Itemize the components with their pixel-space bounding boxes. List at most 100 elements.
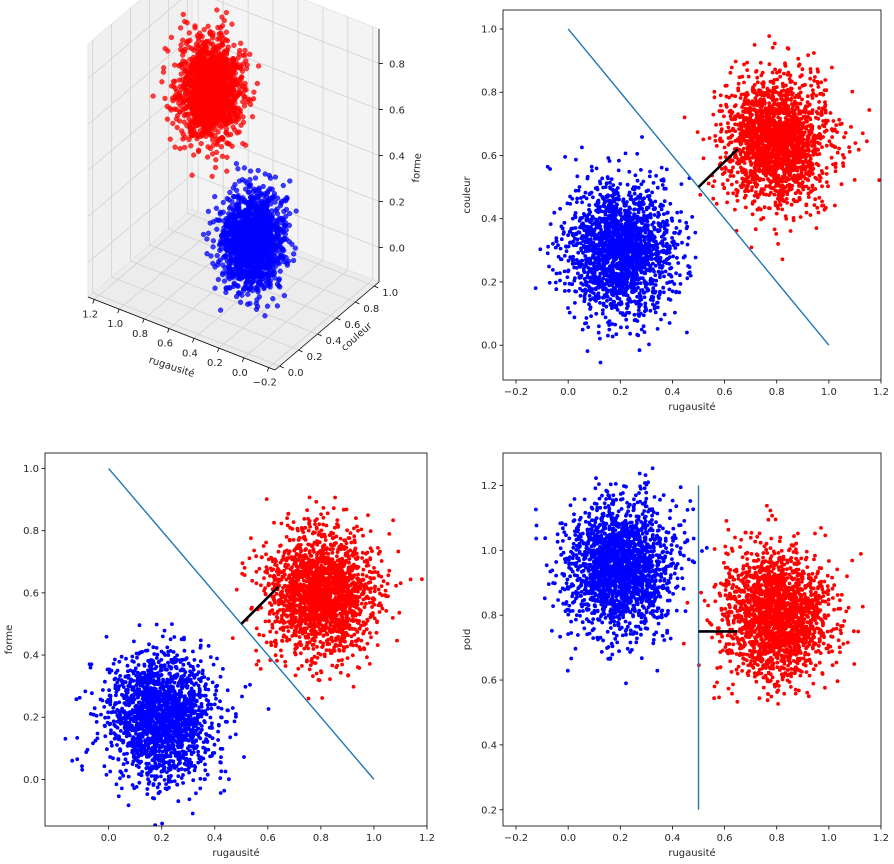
data-point — [601, 308, 605, 312]
data-point — [757, 135, 762, 140]
data-point — [721, 182, 725, 187]
data-point — [754, 139, 759, 144]
data-point — [643, 218, 647, 223]
data-point — [789, 96, 794, 101]
data-point — [771, 152, 776, 157]
data-point — [779, 166, 784, 170]
data-point — [822, 129, 827, 134]
data-point — [619, 226, 624, 231]
data-point — [638, 281, 643, 285]
data-point — [728, 70, 733, 75]
data-point — [160, 634, 165, 639]
data-point — [604, 236, 609, 241]
data-point — [738, 96, 743, 100]
data-point — [784, 95, 789, 100]
data-point — [626, 268, 630, 273]
data-point — [99, 712, 103, 717]
data-point — [748, 129, 753, 133]
data-point — [764, 161, 769, 166]
data-point — [654, 278, 659, 283]
data-point — [777, 203, 781, 207]
data-point — [554, 287, 559, 292]
data-point — [733, 207, 737, 212]
data-point — [565, 275, 570, 280]
data-point — [784, 158, 789, 163]
data-point — [568, 240, 573, 245]
data-point — [808, 116, 812, 121]
data-point — [242, 755, 246, 759]
data-point — [212, 702, 217, 707]
data-point — [660, 270, 664, 274]
data-point — [792, 149, 797, 154]
data-point — [577, 230, 582, 235]
data-point — [746, 189, 751, 194]
data-point — [651, 295, 656, 300]
data-point — [833, 165, 838, 170]
data-point — [770, 70, 775, 75]
data-point — [811, 136, 816, 141]
data-point — [625, 182, 630, 187]
data-point — [804, 210, 809, 215]
data-point — [646, 233, 651, 238]
data-point — [571, 233, 576, 238]
x-tick-label: 0.0 — [560, 387, 576, 398]
data-point — [626, 236, 631, 241]
data-point — [580, 145, 584, 150]
data-point — [567, 310, 572, 315]
data-point — [214, 696, 218, 701]
data-point — [817, 106, 821, 111]
data-point — [785, 183, 790, 188]
data-point — [805, 124, 809, 129]
data-point — [582, 228, 587, 233]
data-point — [742, 161, 747, 165]
data-point — [744, 205, 748, 210]
data-point — [638, 236, 642, 241]
data-point — [801, 131, 806, 136]
data-point — [793, 180, 798, 184]
data-point — [661, 285, 666, 290]
data-point — [204, 698, 209, 702]
data-point — [547, 264, 551, 269]
data-point — [761, 122, 766, 127]
data-point — [617, 158, 621, 163]
data-point — [790, 183, 795, 188]
data-point — [564, 244, 569, 249]
data-point — [266, 707, 271, 711]
data-point — [88, 712, 93, 716]
data-point — [684, 220, 689, 225]
data-point — [662, 259, 667, 263]
data-point — [798, 74, 803, 79]
data-point — [623, 313, 627, 318]
data-point — [582, 296, 587, 301]
data-point — [577, 185, 582, 189]
data-point — [712, 95, 717, 100]
data-point — [101, 688, 105, 692]
data-point — [580, 258, 585, 263]
data-point — [634, 301, 639, 306]
data-point — [725, 178, 730, 183]
data-point — [652, 213, 657, 217]
data-point — [172, 779, 177, 783]
data-point — [243, 684, 248, 689]
data-point — [637, 291, 642, 296]
data-point — [682, 115, 687, 120]
data-point — [551, 241, 555, 246]
data-point — [817, 195, 822, 200]
data-point — [580, 327, 585, 332]
data-point — [607, 274, 611, 278]
data-point — [556, 254, 561, 259]
data-point — [768, 137, 773, 142]
data-point — [625, 233, 630, 238]
data-point — [782, 71, 786, 76]
data-point — [690, 215, 695, 219]
data-point — [203, 762, 207, 767]
data-point — [616, 209, 621, 213]
data-point — [593, 286, 598, 291]
data-point — [83, 689, 88, 694]
data-point — [628, 197, 633, 202]
data-point — [216, 729, 221, 734]
data-point — [798, 111, 803, 116]
data-point — [754, 151, 758, 156]
data-point — [166, 660, 170, 665]
y-tick-label: 1.0 — [481, 24, 497, 35]
